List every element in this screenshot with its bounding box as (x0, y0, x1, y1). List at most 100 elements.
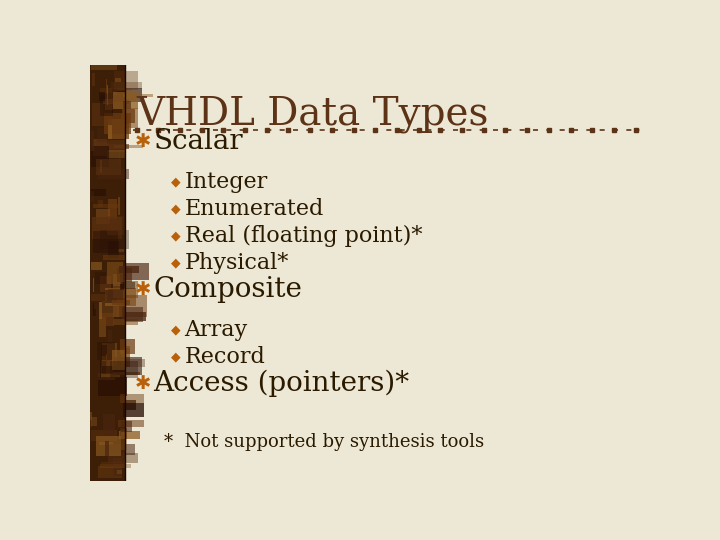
Bar (107, 216, 124, 235)
Text: ◆: ◆ (171, 230, 181, 242)
Bar (92, 217, 122, 239)
Bar (112, 88, 142, 102)
Bar (102, 345, 107, 356)
Bar (99, 301, 102, 319)
Bar (125, 400, 136, 410)
Bar (105, 444, 135, 455)
Text: Integer: Integer (184, 171, 268, 193)
Bar (93, 139, 107, 156)
Bar (109, 119, 129, 139)
Bar (102, 361, 106, 380)
Text: ◆: ◆ (171, 350, 181, 363)
Bar (106, 79, 107, 93)
Bar (110, 361, 138, 378)
Bar (107, 150, 125, 158)
Bar (91, 191, 94, 201)
Bar (121, 359, 145, 367)
Bar (96, 208, 110, 224)
Bar (119, 266, 138, 273)
Bar (99, 467, 122, 478)
Text: VHDL Data Types: VHDL Data Types (137, 96, 489, 133)
Bar (112, 300, 130, 305)
Text: Access (pointers)*: Access (pointers)* (153, 370, 410, 397)
Bar (100, 160, 102, 173)
Bar (117, 88, 132, 91)
Bar (121, 429, 127, 450)
Bar (99, 87, 117, 95)
Text: Enumerated: Enumerated (184, 198, 324, 220)
Bar (106, 354, 107, 367)
Bar (91, 146, 109, 167)
Text: ◆: ◆ (171, 256, 181, 269)
Bar (113, 372, 140, 375)
Bar (113, 458, 122, 476)
Text: ✱: ✱ (135, 374, 151, 393)
Text: ◆: ◆ (171, 202, 181, 215)
Text: Array: Array (184, 319, 248, 341)
Text: Physical*: Physical* (184, 252, 289, 274)
Bar (120, 271, 125, 289)
Bar (98, 200, 103, 206)
Bar (99, 276, 111, 292)
Bar (108, 330, 112, 345)
Text: Scalar: Scalar (153, 129, 243, 156)
Bar (123, 403, 144, 417)
Bar (108, 240, 119, 258)
Bar (124, 312, 146, 321)
Bar (124, 102, 130, 109)
Bar (122, 307, 143, 321)
Bar (121, 282, 135, 288)
Bar (114, 71, 138, 90)
Bar (91, 417, 97, 426)
Bar (99, 317, 106, 338)
Bar (112, 350, 126, 370)
Bar (103, 96, 114, 116)
Bar (107, 144, 130, 149)
Bar (101, 374, 120, 378)
Bar (97, 128, 111, 143)
Bar (113, 274, 120, 286)
Bar (117, 268, 132, 282)
Bar (91, 430, 117, 441)
Bar (93, 303, 94, 315)
Bar (99, 168, 129, 179)
Bar (111, 82, 142, 90)
Bar (100, 313, 114, 327)
Bar (91, 73, 95, 86)
Bar (90, 65, 125, 481)
Bar (113, 92, 138, 110)
Bar (91, 294, 107, 301)
Bar (108, 125, 112, 139)
Bar (107, 262, 122, 284)
Bar (102, 343, 117, 366)
Bar (121, 421, 132, 432)
Text: ◆: ◆ (171, 176, 181, 188)
Bar (117, 294, 147, 317)
Bar (124, 346, 130, 367)
Bar (113, 319, 138, 325)
Text: ✱: ✱ (135, 280, 151, 299)
Text: *  Not supported by synthesis tools: * Not supported by synthesis tools (163, 433, 484, 451)
Bar (100, 360, 101, 378)
Bar (117, 420, 144, 427)
Bar (100, 93, 113, 116)
Bar (103, 414, 115, 435)
Bar (104, 290, 125, 303)
Bar (100, 464, 131, 469)
Bar (92, 103, 112, 126)
Bar (91, 131, 94, 151)
Bar (113, 357, 142, 375)
Bar (93, 232, 118, 253)
Bar (102, 301, 123, 317)
Text: Record: Record (184, 346, 266, 368)
Bar (97, 342, 114, 360)
Bar (118, 249, 124, 252)
Bar (104, 113, 131, 133)
Bar (107, 85, 108, 105)
Bar (104, 95, 114, 110)
Bar (117, 470, 122, 474)
Bar (113, 281, 138, 298)
Bar (96, 140, 125, 152)
Bar (123, 94, 153, 97)
Bar (121, 348, 130, 367)
